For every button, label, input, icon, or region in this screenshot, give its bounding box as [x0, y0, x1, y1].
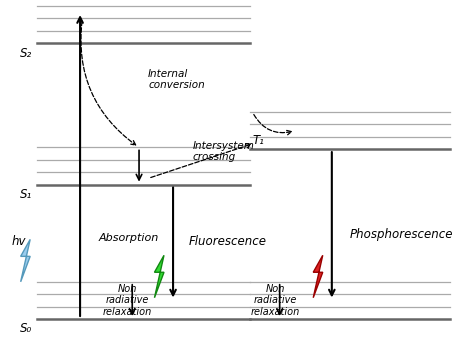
Text: T₁: T₁	[253, 135, 264, 147]
Text: Fluorescence: Fluorescence	[189, 235, 267, 248]
Text: Phosphorescence: Phosphorescence	[350, 228, 454, 241]
Text: S₁: S₁	[20, 188, 32, 201]
Text: Intersystem
crossing: Intersystem crossing	[192, 141, 254, 163]
Text: Absorption: Absorption	[98, 233, 158, 242]
Text: Non
radiative
relaxation: Non radiative relaxation	[250, 284, 300, 317]
Text: hv: hv	[11, 235, 26, 248]
Polygon shape	[21, 239, 30, 282]
Polygon shape	[313, 255, 323, 298]
Text: Non
radiative
relaxation: Non radiative relaxation	[103, 284, 152, 317]
Text: S₀: S₀	[20, 322, 32, 335]
Text: S₂: S₂	[20, 47, 32, 60]
Text: Internal
conversion: Internal conversion	[148, 69, 205, 90]
Polygon shape	[155, 255, 164, 298]
